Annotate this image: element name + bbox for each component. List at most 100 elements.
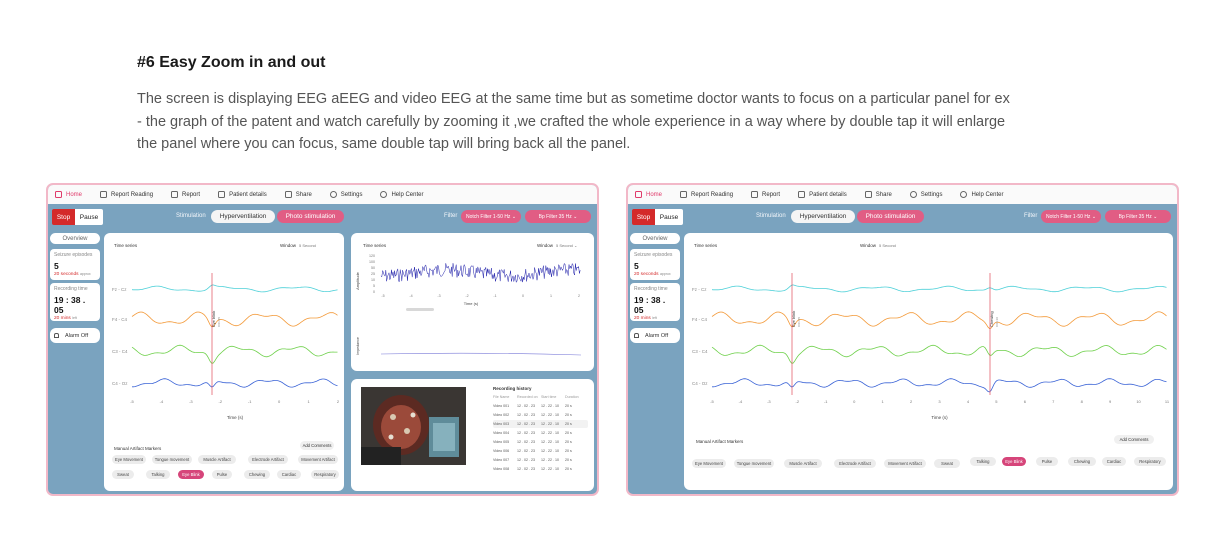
aeeg-panel[interactable]: Time series Window 5 Second ⌄ 120 100 50 25… [351, 233, 594, 371]
artifact-chip[interactable]: Muscle Artifact [198, 455, 236, 464]
history-row[interactable]: Video 004 12 . 02 . 23 12 . 22 . 10 20 s [493, 429, 588, 437]
history-row[interactable]: Video 006 12 . 02 . 23 12 . 22 . 10 20 s [493, 447, 588, 455]
bell-icon [54, 333, 59, 338]
artifact-chip[interactable]: Respiratory [311, 470, 339, 479]
history-row[interactable]: Video 003 12 . 02 . 23 12 . 22 . 10 20 s [493, 420, 588, 428]
nav-home[interactable]: Home [55, 191, 82, 198]
nav-settings-2[interactable]: Settings [909, 191, 942, 198]
artifact-chip[interactable]: Electrode Artifact [834, 459, 876, 468]
aeeg-window-select[interactable]: 5 Second ⌄ [556, 243, 578, 248]
x-tick-label: -4 [739, 399, 743, 404]
artifact-chip[interactable]: Pulse [212, 470, 232, 479]
nav-home-2[interactable]: Home [635, 191, 662, 198]
alarm-toggle[interactable]: Alarm Off [50, 328, 100, 343]
eeg-trace-2 [131, 311, 338, 328]
photo-stimulation-button[interactable]: Photo stimulation [857, 210, 924, 223]
scrollbar-thumb[interactable] [406, 308, 434, 311]
x-tick-label: 2 [578, 294, 580, 298]
stimulation-label: Stimulation [756, 213, 786, 219]
artifact-chip[interactable]: Chewing [244, 470, 270, 479]
y-tick-label: 100 [369, 260, 375, 264]
artifact-chip[interactable]: Talking [970, 457, 996, 466]
x-axis-label: Time (s) [931, 415, 948, 420]
help-icon [960, 191, 968, 198]
alarm-toggle[interactable]: Alarm Off [630, 328, 680, 343]
artifact-chip[interactable]: Eye Blink [1002, 457, 1026, 466]
artifact-chip[interactable]: Chewing [1068, 457, 1096, 466]
nav-help-label: Help Center [391, 191, 424, 198]
seizure-value: 5 [634, 261, 639, 271]
artifact-chip[interactable]: Eye Movement [692, 459, 726, 468]
bp-filter-select[interactable]: Bp Filter 35 Hz ⌄ [525, 210, 591, 223]
artifact-chip[interactable]: Tongue movement [734, 459, 774, 468]
nav-patient-label: Patient details [809, 191, 847, 198]
artifact-chip[interactable]: Tongue movement [152, 455, 192, 464]
x-tick-label: 1 [307, 399, 310, 404]
eeg-panel-zoomed[interactable]: Time series Window 5 Second Fz - Cz F4 - … [684, 233, 1173, 490]
patient-video[interactable] [361, 387, 466, 465]
history-row[interactable]: Video 005 12 . 02 . 23 12 . 22 . 10 20 s [493, 438, 588, 446]
nav-help-center[interactable]: Help Center [380, 191, 423, 198]
pause-button[interactable]: Pause [655, 209, 683, 225]
stop-button[interactable]: Stop [632, 209, 655, 225]
nav-help-center-2[interactable]: Help Center [960, 191, 1003, 198]
y-tick-label: 50 [371, 266, 375, 270]
artifact-chip[interactable]: Movement Artifact [298, 455, 338, 464]
nav-report-2[interactable]: Report [751, 191, 780, 198]
notch-filter-select[interactable]: Notch Filter 1-50 Hz ⌄ [461, 210, 521, 223]
report-reading-icon [100, 191, 108, 198]
pause-button[interactable]: Pause [75, 209, 103, 225]
nav-report-reading-2[interactable]: Report Reading [680, 191, 733, 198]
nav-report-reading[interactable]: Report Reading [100, 191, 153, 198]
nav-report-label: Report [762, 191, 781, 198]
notch-filter-select[interactable]: Notch Filter 1-50 Hz ⌄ [1041, 210, 1101, 223]
nav-share[interactable]: Share [284, 191, 312, 198]
artifact-chip[interactable]: Eye Blink [178, 470, 204, 479]
artifact-chip[interactable]: Cardiac [1102, 457, 1126, 466]
video-panel: Recording history File Name Recorded on St… [351, 379, 594, 491]
filter-label: Filter [444, 213, 458, 219]
history-row[interactable]: Video 008 12 . 02 . 23 12 . 22 . 10 20 s [493, 465, 588, 473]
artifact-chip[interactable]: Respiratory [1134, 457, 1166, 466]
artifact-chip[interactable]: Talking [146, 470, 170, 479]
event-marker-time: 0:01:25 [797, 317, 801, 327]
history-cell: Video 002 [493, 413, 510, 417]
eeg-panel[interactable]: Time series Window 5 Second Fz - Cz F4 - … [104, 233, 344, 491]
artifact-chip[interactable]: Muscle Artifact [784, 459, 822, 468]
bp-filter-select[interactable]: Bp Filter 35 Hz ⌄ [1105, 210, 1171, 223]
y-tick-label: 120 [369, 254, 375, 258]
nav-settings[interactable]: Settings [329, 191, 362, 198]
alarm-label: Alarm Off [645, 332, 669, 339]
history-row[interactable]: Video 002 12 . 02 . 23 12 . 22 . 10 20 s [493, 411, 588, 419]
artifact-chip[interactable]: Cardiac [277, 470, 301, 479]
nav-patient-details-2[interactable]: Patient details [798, 191, 847, 198]
add-comments-button[interactable]: Add Comments [1114, 435, 1154, 444]
channel-label: F4 - C4 [692, 317, 708, 322]
history-row[interactable]: Video 007 12 . 02 . 23 12 . 22 . 10 20 s [493, 456, 588, 464]
nav-home-label: Home [646, 191, 663, 198]
history-cell: 20 s [565, 431, 572, 435]
history-row[interactable]: Video 001 12 . 02 . 23 12 . 22 . 10 20 s [493, 402, 588, 410]
artifact-chip[interactable]: Eye Movement [112, 455, 146, 464]
history-header-cell: Recorded on [517, 395, 538, 399]
artifact-chip[interactable]: Movement Artifact [884, 459, 926, 468]
artifact-chip[interactable]: Sweat [112, 470, 134, 479]
artifact-chip[interactable]: Sweat [934, 459, 960, 468]
eeg-chart-zoomed: Fz - Cz F4 - C4 C3 - C4 C4 - Oz -5 -4 -3 -2 -1 0 1… [692, 273, 1170, 420]
x-tick-label: -3 [437, 294, 440, 298]
nav-report[interactable]: Report [171, 191, 200, 198]
photo-stimulation-button[interactable]: Photo stimulation [277, 210, 344, 223]
stop-button[interactable]: Stop [52, 209, 75, 225]
nav-patient-details[interactable]: Patient details [218, 191, 267, 198]
hyperventilation-button[interactable]: Hyperventilation [791, 210, 855, 223]
overview-button[interactable]: Overview [50, 233, 100, 244]
history-cell: 12 . 02 . 23 [517, 440, 535, 444]
hyperventilation-button[interactable]: Hyperventilation [211, 210, 275, 223]
artifact-chip[interactable]: Electrode Artifact [248, 455, 288, 464]
overview-button[interactable]: Overview [630, 233, 680, 244]
nav-share-2[interactable]: Share [864, 191, 892, 198]
description: The screen is displaying EEG aEEG and vi… [137, 91, 1010, 152]
add-comments-button[interactable]: Add Comments [300, 441, 334, 450]
eeg-app-zoomed-view: Home Report Reading Report Patient detai… [626, 183, 1179, 496]
artifact-chip[interactable]: Pulse [1036, 457, 1058, 466]
